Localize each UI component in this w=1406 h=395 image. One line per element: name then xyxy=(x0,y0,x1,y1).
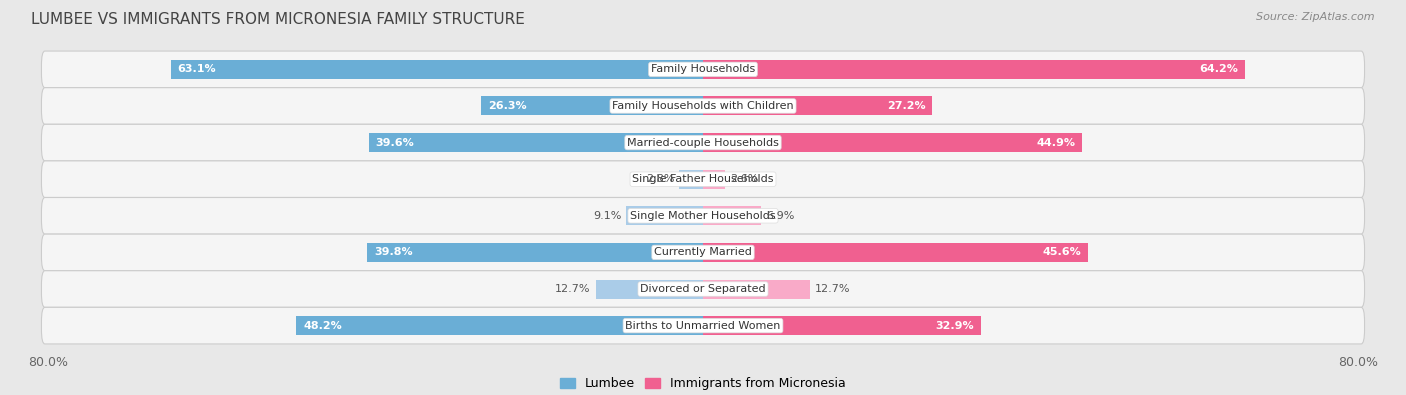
FancyBboxPatch shape xyxy=(41,271,1365,307)
Bar xyxy=(703,60,1244,79)
Text: 63.1%: 63.1% xyxy=(177,64,217,74)
Text: Source: ZipAtlas.com: Source: ZipAtlas.com xyxy=(1257,12,1375,22)
Text: 32.9%: 32.9% xyxy=(935,321,974,331)
Bar xyxy=(703,280,810,299)
Text: 44.9%: 44.9% xyxy=(1036,137,1076,148)
Text: LUMBEE VS IMMIGRANTS FROM MICRONESIA FAMILY STRUCTURE: LUMBEE VS IMMIGRANTS FROM MICRONESIA FAM… xyxy=(31,12,524,27)
Bar xyxy=(367,243,703,262)
Text: Family Households: Family Households xyxy=(651,64,755,74)
Text: Family Households with Children: Family Households with Children xyxy=(612,101,794,111)
Text: Currently Married: Currently Married xyxy=(654,247,752,258)
Text: 64.2%: 64.2% xyxy=(1199,64,1237,74)
Bar xyxy=(679,170,703,189)
FancyBboxPatch shape xyxy=(41,198,1365,234)
Bar xyxy=(703,243,1088,262)
FancyBboxPatch shape xyxy=(41,88,1365,124)
Bar xyxy=(703,133,1081,152)
FancyBboxPatch shape xyxy=(41,307,1365,344)
FancyBboxPatch shape xyxy=(41,234,1365,271)
Text: 39.8%: 39.8% xyxy=(374,247,412,258)
Text: 39.6%: 39.6% xyxy=(375,137,415,148)
FancyBboxPatch shape xyxy=(41,51,1365,88)
Text: Divorced or Separated: Divorced or Separated xyxy=(640,284,766,294)
Bar xyxy=(703,316,980,335)
Legend: Lumbee, Immigrants from Micronesia: Lumbee, Immigrants from Micronesia xyxy=(555,372,851,395)
Bar xyxy=(703,206,761,225)
FancyBboxPatch shape xyxy=(41,124,1365,161)
Text: 12.7%: 12.7% xyxy=(815,284,851,294)
Bar xyxy=(703,96,932,115)
Text: 6.9%: 6.9% xyxy=(766,211,794,221)
Text: 80.0%: 80.0% xyxy=(28,356,67,369)
Text: 9.1%: 9.1% xyxy=(593,211,621,221)
Text: 2.6%: 2.6% xyxy=(730,174,758,184)
Bar xyxy=(481,96,703,115)
Bar xyxy=(596,280,703,299)
Text: Married-couple Households: Married-couple Households xyxy=(627,137,779,148)
Text: Single Mother Households: Single Mother Households xyxy=(630,211,776,221)
Text: 80.0%: 80.0% xyxy=(1339,356,1378,369)
Bar xyxy=(368,133,703,152)
Bar xyxy=(297,316,703,335)
Text: 26.3%: 26.3% xyxy=(488,101,526,111)
Text: 27.2%: 27.2% xyxy=(887,101,925,111)
Text: 12.7%: 12.7% xyxy=(555,284,591,294)
Text: 48.2%: 48.2% xyxy=(304,321,342,331)
Bar xyxy=(626,206,703,225)
FancyBboxPatch shape xyxy=(41,161,1365,198)
Bar xyxy=(703,170,725,189)
Text: Births to Unmarried Women: Births to Unmarried Women xyxy=(626,321,780,331)
Bar xyxy=(170,60,703,79)
Text: 2.8%: 2.8% xyxy=(645,174,675,184)
Text: Single Father Households: Single Father Households xyxy=(633,174,773,184)
Text: 45.6%: 45.6% xyxy=(1042,247,1081,258)
